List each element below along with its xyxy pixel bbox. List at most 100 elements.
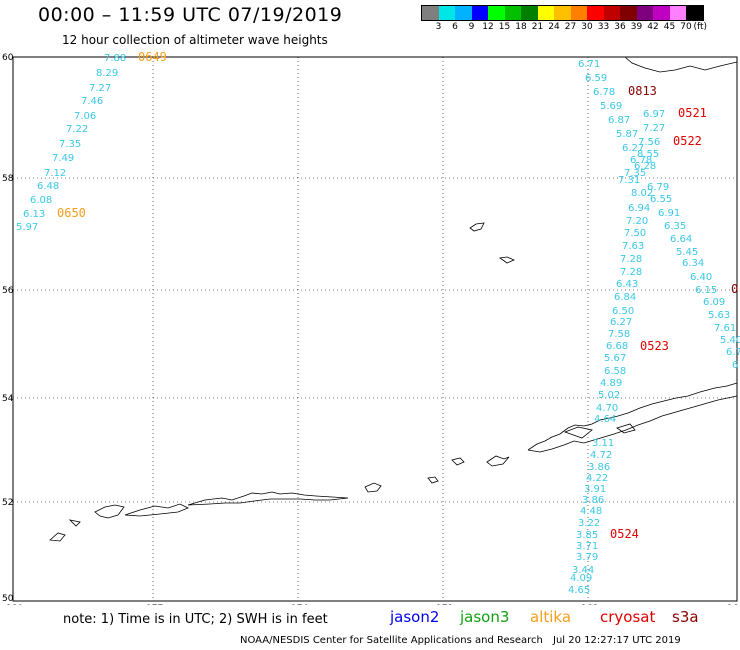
map-gridlines <box>13 57 737 601</box>
wave-height-value: 5.69 <box>600 101 622 112</box>
latitude-tick-label: 54 <box>2 394 14 404</box>
wave-height-map: -180 -177 -174 -171 -168 -16 60 58 56 54 52 50 7.88… <box>2 50 740 605</box>
longitude-tick-label: -177 <box>143 604 163 605</box>
wave-height-value: 4.48 <box>580 506 602 517</box>
satellite-label-cryosat: cryosat <box>600 608 656 626</box>
longitude-tick-label: -16 <box>724 604 739 605</box>
wave-height-value: 6.13 <box>23 209 45 220</box>
legend-swatch <box>521 6 538 20</box>
legend-swatch <box>603 6 620 20</box>
legend-tick-label: 39 <box>630 22 643 32</box>
pass-time-label: 0521 <box>678 106 707 120</box>
wave-height-value: 4.70 <box>596 403 618 414</box>
wave-height-value: 6.15 <box>695 285 717 296</box>
pass-time-label: 0650 <box>57 206 86 220</box>
wave-height-value: 6.94 <box>628 203 650 214</box>
wave-height-value: 4.09 <box>570 573 592 584</box>
wave-height-value: 3.79 <box>576 552 598 563</box>
legend-tick-label: 21 <box>531 22 544 32</box>
legend-tick-label: 36 <box>614 22 626 32</box>
wave-height-value: 6.78 <box>630 155 652 166</box>
wave-height-value: 6.27 <box>610 317 632 328</box>
wave-height-value: 6.27 <box>622 143 644 154</box>
legend-swatch <box>537 6 554 20</box>
wave-height-value: 5.02 <box>598 390 620 401</box>
color-legend-labels: 3 6 9 12 15 18 21 24 27 30 33 36 39 42 45 70 (ft) <box>421 22 740 34</box>
wave-height-value: 6.28 <box>634 161 656 172</box>
wave-height-value: 5.67 <box>604 353 626 364</box>
wave-height-value: 6.68 <box>606 341 628 352</box>
wave-height-value: 3.11 <box>592 438 614 449</box>
wave-height-value: 6.87 <box>608 115 630 126</box>
latitude-tick-label: 52 <box>2 498 13 508</box>
legend-swatch <box>686 6 703 20</box>
wave-height-value: 3.86 <box>582 495 604 506</box>
wave-height-value: 5.63 <box>708 310 730 321</box>
wave-height-value: 7.20 <box>626 216 648 227</box>
generated-timestamp: Jul 20 12:27:17 UTC 2019 <box>553 635 681 646</box>
wave-height-value: 7.88 <box>104 53 126 64</box>
latitude-tick-label: 50 <box>2 594 14 604</box>
wave-height-value: 7.35 <box>59 139 81 150</box>
page-title: 00:00 – 11:59 UTC 07/19/2019 <box>38 4 343 26</box>
wave-height-value: 7.28 <box>620 254 642 265</box>
wave-height-value: 6.35 <box>664 221 686 232</box>
footer-note: note: 1) Time is in UTC; 2) SWH is in fe… <box>63 612 328 627</box>
wave-height-value: 7.27 <box>89 83 111 94</box>
legend-tick-label: 6 <box>452 22 458 32</box>
wave-height-value: 7.61 <box>714 323 736 334</box>
wave-height-value: 3.91 <box>584 484 606 495</box>
satellite-label-altika: altika <box>530 608 572 626</box>
wave-height-value: 6.40 <box>690 272 712 283</box>
legend-tick-label: 30 <box>581 22 593 32</box>
wave-height-value: 7.50 <box>624 228 646 239</box>
latitude-tick-label: 56 <box>2 286 14 296</box>
legend-tick-label: 9 <box>468 22 475 32</box>
legend-tick-label: 45 <box>663 22 676 32</box>
legend-swatch <box>455 6 472 20</box>
wave-height-value: 4.22 <box>586 473 608 484</box>
wave-height-value: 8.55 <box>637 149 659 160</box>
wave-height-labels: 7.88 0649 8.29 7.27 7.46 7.06 7.22 7.35 7.49 7.12… <box>16 50 740 596</box>
wave-height-value: 3.85 <box>576 530 598 541</box>
wave-height-value: 4.64 <box>594 414 616 425</box>
legend-tick-label: 42 <box>647 22 659 32</box>
wave-height-value: 7.28 <box>620 267 642 278</box>
wave-height-value: 6.71 <box>578 59 600 70</box>
legend-tick-label: 70 <box>680 22 692 32</box>
wave-height-value: 6.91 <box>658 208 680 219</box>
wave-height-value: 7.49 <box>52 153 74 164</box>
legend-swatch <box>504 6 521 20</box>
wave-height-value: 6.50 <box>612 306 634 317</box>
legend-swatch <box>422 6 439 20</box>
legend-tick-label: 3 <box>435 22 442 32</box>
longitude-tick-label: -171 <box>433 604 453 605</box>
satellite-label-jason3: jason3 <box>460 608 510 626</box>
legend-tick-label: 12 <box>482 22 494 32</box>
wave-height-value: 3.22 <box>578 518 600 529</box>
wave-height-value: 4.89 <box>600 378 622 389</box>
legend-swatch <box>587 6 604 20</box>
wave-height-value: 6.59 <box>585 73 607 84</box>
wave-height-value: 7.35 <box>624 168 646 179</box>
coastline <box>49 56 738 542</box>
wave-height-value: 6.84 <box>614 292 636 303</box>
wave-height-value: 7.46 <box>81 96 103 107</box>
wave-height-value: 5.45 <box>676 247 698 258</box>
wave-height-value: 6.79 <box>647 182 669 193</box>
pass-time-label: 0649 <box>138 50 167 64</box>
legend-swatch <box>620 6 637 20</box>
satellite-label-jason2: jason2 <box>390 608 440 626</box>
legend-swatch <box>636 6 653 20</box>
legend-tick-label: 27 <box>564 22 577 32</box>
wave-height-value: 5.40 <box>720 335 740 346</box>
wave-height-value: 7.22 <box>66 124 88 135</box>
wave-height-value: 4.65 <box>568 585 590 596</box>
pass-time-label: 0813 <box>628 84 657 98</box>
longitude-tick-label: -180 <box>3 604 24 605</box>
wave-height-value: 3.71 <box>576 541 598 552</box>
wave-height-value: 6.78 <box>593 87 615 98</box>
legend-swatch <box>471 6 488 20</box>
wave-height-value: 8.29 <box>96 68 118 79</box>
longitude-tick-label: -168 <box>578 604 599 605</box>
